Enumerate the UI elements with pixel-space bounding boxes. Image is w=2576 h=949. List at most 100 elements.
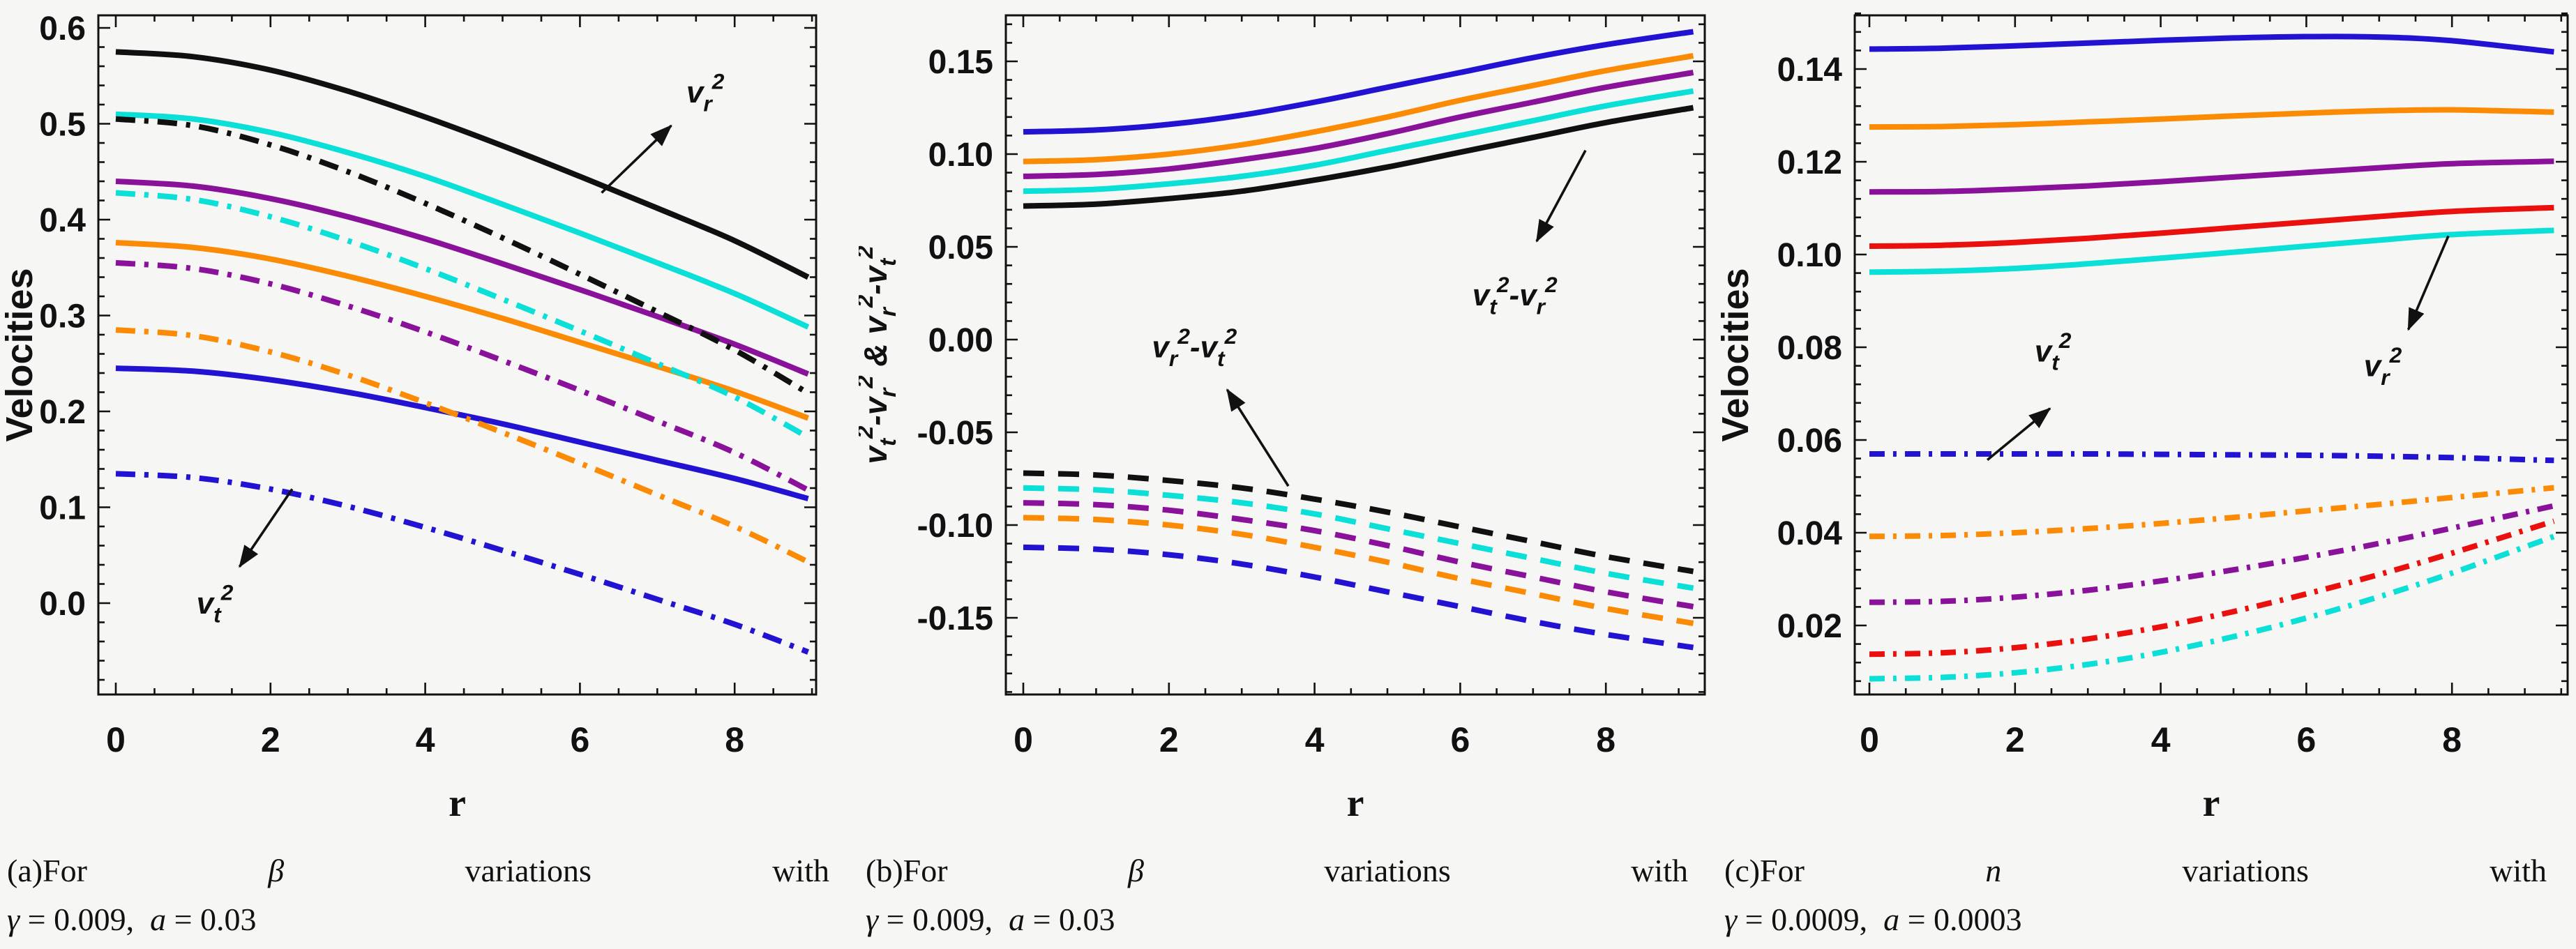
y-tick-label: 0.5 — [39, 107, 86, 144]
caption-segment: a — [1009, 902, 1025, 937]
curve-a-vt2-orange — [115, 327, 810, 565]
caption-word: variations — [465, 853, 592, 888]
curve-c-vt2-cyan — [1869, 533, 2555, 682]
caption-word: with — [2490, 853, 2547, 888]
y-tick-label: 0.10 — [928, 137, 993, 174]
caption-word: (a)For — [7, 853, 87, 888]
caption-b-line1: (b)For β variations with — [866, 846, 1688, 895]
x-tick-label: 0 — [1014, 720, 1033, 759]
y-tick-label: 0.0 — [39, 586, 86, 623]
panel-c: 0 2 4 6 8 0.14 0.12 0.10 0.08 0.06 0.04 0.02 Velocit… — [1717, 0, 2576, 949]
curve-a-vr2-cyan — [115, 111, 810, 330]
x-tick-label: 2 — [2005, 720, 2025, 759]
caption-segment: = 0.0009, — [1737, 902, 1884, 937]
caption-segment: = 0.03 — [166, 902, 257, 937]
y-tick-label: 0.05 — [928, 229, 993, 266]
curve-a-vt2-purple — [115, 259, 810, 493]
svg-text:vt2-vr2: vt2-vr2 — [1472, 272, 1558, 319]
curve-c-vr2-purple — [1869, 158, 2554, 195]
svg-text:vt2: vt2 — [197, 580, 234, 628]
caption-segment: a — [1883, 902, 1900, 937]
x-axis-label: r — [1347, 782, 1364, 825]
plot-frame — [1853, 14, 2569, 696]
caption-word: β — [268, 853, 285, 888]
panel-a: 0 2 4 6 8 0.6 0.5 0.4 0.3 0.2 0.1 0.0 Velocities r vr2… — [0, 0, 859, 949]
svg-text:vr2: vr2 — [2364, 342, 2402, 390]
y-tick-label: 0.6 — [39, 10, 86, 47]
y-tick-label: 0.06 — [1777, 423, 1842, 460]
x-axis-label: r — [449, 782, 466, 825]
curve-c-vr2-orange — [1869, 107, 2554, 130]
y-axis-label: Velocities — [1717, 268, 1756, 441]
caption-a: (a)For β variations with γ = 0.009, a = 0.0… — [0, 837, 859, 949]
caption-segment: γ — [1724, 902, 1738, 937]
y-tick-label: 0.2 — [39, 394, 86, 431]
curve-a-vt2-black — [115, 116, 810, 396]
caption-segment: = 0.009, — [878, 902, 1009, 937]
curve-b-vr2-vt2-blue — [1023, 544, 1694, 651]
panel-b: 0 2 4 6 8 0.15 0.10 0.05 0.00 -0.05 -0.10 -0.15 vt2-… — [859, 0, 1717, 949]
caption-b: (b)For β variations with γ = 0.009, a = 0.0… — [859, 837, 1717, 949]
curve-b-vr2-vt2-purple — [1023, 500, 1694, 609]
y-tick-label: 0.00 — [928, 322, 993, 359]
x-tick-label: 2 — [1159, 720, 1179, 759]
x-tick-label: 6 — [570, 720, 589, 759]
y-tick-label: 0.14 — [1777, 52, 1843, 89]
y-tick-label: 0.10 — [1777, 237, 1842, 274]
curve-c-vt2-red — [1869, 518, 2555, 658]
annotation-a-vt2-label: vt2 — [197, 488, 294, 628]
annotation-b-vr2-vt2-label: vr2-vt2 — [1152, 324, 1290, 487]
svg-text:vr2: vr2 — [686, 69, 725, 116]
x-tick-label: 4 — [416, 720, 435, 759]
x-tick-label: 0 — [1860, 720, 1879, 759]
curve-a-vr2-blue — [115, 365, 809, 501]
caption-segment: = 0.0003 — [1899, 902, 2022, 937]
caption-word: (c)For — [1724, 853, 1805, 888]
x-tick-label: 6 — [1450, 720, 1470, 759]
curve-c-vr2-cyan — [1869, 227, 2554, 275]
curve-b-vr2-vt2-cyan — [1023, 485, 1694, 591]
curve-b-vt2-vr2-cyan — [1023, 88, 1694, 195]
plot-b: 0 2 4 6 8 0.15 0.10 0.05 0.00 -0.05 -0.10 -0.15 vt2-… — [859, 14, 1706, 825]
curve-b-vr2-vt2-orange — [1023, 515, 1694, 626]
y-axis-label: vt2-vr2 & vr2-vt2 — [859, 245, 901, 464]
curve-a-vr2-purple — [115, 179, 810, 377]
annotation-a-vr2-label: vr2 — [601, 69, 725, 194]
curve-b-vt2-vr2-orange — [1023, 53, 1694, 165]
curve-b-vt2-vr2-blue — [1023, 29, 1694, 135]
x-tick-label: 4 — [1305, 720, 1325, 759]
caption-c-line1: (c)For n variations with — [1724, 846, 2547, 895]
caption-word: (b)For — [866, 853, 948, 888]
caption-b-line2: γ = 0.009, a = 0.03 — [866, 895, 1688, 944]
y-tick-label: 0.04 — [1777, 515, 1843, 552]
caption-a-line1: (a)For β variations with — [7, 846, 829, 895]
y-axis-label: Velocities — [0, 268, 40, 441]
caption-word: variations — [2182, 853, 2309, 888]
svg-text:vt2: vt2 — [2035, 328, 2072, 375]
x-tick-label: 4 — [2151, 720, 2171, 759]
axis-ticks — [98, 15, 816, 694]
caption-word: n — [1985, 853, 2002, 888]
annotation-c-vr2-label: vr2 — [2364, 235, 2450, 390]
curve-c-vr2-red — [1869, 204, 2554, 249]
svg-text:vr2-vt2: vr2-vt2 — [1152, 324, 1237, 371]
y-tick-label: 0.02 — [1777, 608, 1842, 645]
y-tick-label: 0.1 — [39, 490, 86, 527]
y-tick-label: 0.12 — [1777, 144, 1842, 181]
curve-c-vr2-blue — [1869, 33, 2554, 55]
plot-a: 0 2 4 6 8 0.6 0.5 0.4 0.3 0.2 0.1 0.0 Velocities r vr2… — [0, 10, 818, 825]
x-tick-label: 8 — [1596, 720, 1615, 759]
plot-frame — [1004, 14, 1706, 696]
y-tick-label: 0.3 — [39, 298, 86, 335]
caption-segment: a — [150, 902, 167, 937]
axis-ticks — [1855, 12, 2568, 694]
plot-frame — [97, 14, 818, 696]
x-axis-label: r — [2203, 782, 2220, 825]
x-tick-label: 8 — [725, 720, 744, 759]
axis-ticks — [1006, 15, 1705, 694]
y-tick-label: 0.08 — [1777, 330, 1842, 367]
caption-a-line2: γ = 0.009, a = 0.03 — [7, 895, 829, 944]
x-tick-label: 6 — [2296, 720, 2316, 759]
curve-b-vt2-vr2-black — [1023, 105, 1694, 209]
